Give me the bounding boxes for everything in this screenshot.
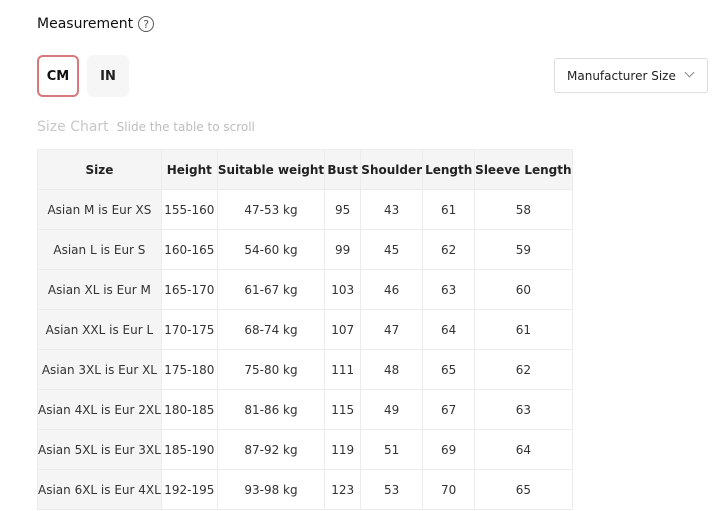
table-cell: 61-67 kg	[216, 269, 326, 310]
table-cell: 58	[474, 189, 573, 230]
table-cell: 51	[360, 429, 424, 470]
column-header: Size	[37, 149, 162, 190]
table-cell: 115	[324, 389, 362, 430]
table-cell: 93-98 kg	[216, 469, 326, 510]
table-cell: 155-160	[160, 189, 218, 230]
table-cell: 123	[324, 469, 362, 510]
unit-in-button[interactable]: IN	[87, 55, 129, 97]
size-type-value: Manufacturer Size	[567, 68, 676, 83]
table-cell: 103	[324, 269, 362, 310]
size-cell: Asian 5XL is Eur 3XL	[37, 429, 162, 470]
size-cell: Asian XL is Eur M	[37, 269, 162, 310]
column-header: Height	[160, 149, 218, 190]
table-cell: 119	[324, 429, 362, 470]
table-row: Asian M is Eur XS 155-160 47-53 kg 95 43 61 58	[37, 189, 573, 230]
size-cell: Asian M is Eur XS	[37, 189, 162, 230]
table-cell: 192-195	[160, 469, 218, 510]
table-cell: 60	[474, 269, 573, 310]
table-cell: 87-92 kg	[216, 429, 326, 470]
table-cell: 62	[422, 229, 476, 270]
table-cell: 75-80 kg	[216, 349, 326, 390]
size-cell: Asian 6XL is Eur 4XL	[37, 469, 162, 510]
table-cell: 99	[324, 229, 362, 270]
table-cell: 46	[360, 269, 424, 310]
table-header-row: Size Height Suitable weight Bust Shoulder Len…	[37, 149, 573, 190]
size-chart-heading: Size Chart Slide the table to scroll	[37, 119, 255, 135]
unit-cm-button[interactable]: CM	[37, 55, 79, 97]
measurement-title: Measurement ?	[37, 16, 155, 32]
table-cell: 53	[360, 469, 424, 510]
table-row: Asian 3XL is Eur XL 175-180 75-80 kg 111 48 6…	[37, 349, 573, 390]
table-cell: 175-180	[160, 349, 218, 390]
size-table[interactable]: Size Height Suitable weight Bust Shoulder Len…	[37, 149, 573, 510]
table-cell: 65	[422, 349, 476, 390]
column-header: Shoulder	[360, 149, 424, 190]
table-cell: 43	[360, 189, 424, 230]
table-cell: 95	[324, 189, 362, 230]
table-cell: 63	[474, 389, 573, 430]
table-cell: 68-74 kg	[216, 309, 326, 350]
table-cell: 59	[474, 229, 573, 270]
table-cell: 61	[474, 309, 573, 350]
question-circle-icon[interactable]: ?	[138, 16, 155, 32]
column-header: Length	[422, 149, 476, 190]
measurement-label: Measurement	[37, 16, 134, 32]
table-cell: 47	[360, 309, 424, 350]
table-row: Asian 4XL is Eur 2XL 180-185 81-86 kg 115 49…	[37, 389, 573, 430]
table-cell: 180-185	[160, 389, 218, 430]
table-cell: 185-190	[160, 429, 218, 470]
table-cell: 63	[422, 269, 476, 310]
table-cell: 65	[474, 469, 573, 510]
table-cell: 67	[422, 389, 476, 430]
size-type-select[interactable]: Manufacturer Size	[554, 58, 708, 93]
table-row: Asian XL is Eur M 165-170 61-67 kg 103 46 63 6…	[37, 269, 573, 310]
table-cell: 45	[360, 229, 424, 270]
table-cell: 69	[422, 429, 476, 470]
table-cell: 61	[422, 189, 476, 230]
table-cell: 47-53 kg	[216, 189, 326, 230]
table-cell: 64	[422, 309, 476, 350]
chevron-down-icon	[684, 67, 695, 78]
table-cell: 62	[474, 349, 573, 390]
table-cell: 170-175	[160, 309, 218, 350]
size-cell: Asian L is Eur S	[37, 229, 162, 270]
table-cell: 48	[360, 349, 424, 390]
table-cell: 165-170	[160, 269, 218, 310]
size-chart-title: Size Chart	[37, 119, 109, 135]
table-row: Asian 6XL is Eur 4XL 192-195 93-98 kg 123 53…	[37, 469, 573, 510]
column-header: Suitable weight	[216, 149, 326, 190]
size-cell: Asian 3XL is Eur XL	[37, 349, 162, 390]
table-row: Asian L is Eur S 160-165 54-60 kg 99 45 62 59	[37, 229, 573, 270]
size-chart-hint: Slide the table to scroll	[116, 120, 255, 134]
table-cell: 160-165	[160, 229, 218, 270]
table-cell: 54-60 kg	[216, 229, 326, 270]
size-cell: Asian 4XL is Eur 2XL	[37, 389, 162, 430]
table-cell: 49	[360, 389, 424, 430]
table-row: Asian 5XL is Eur 3XL 185-190 87-92 kg 119 51…	[37, 429, 573, 470]
table-cell: 111	[324, 349, 362, 390]
table-cell: 81-86 kg	[216, 389, 326, 430]
table-cell: 64	[474, 429, 573, 470]
table-cell: 107	[324, 309, 362, 350]
table-cell: 70	[422, 469, 476, 510]
column-header: Sleeve Length	[474, 149, 573, 190]
column-header: Bust	[324, 149, 362, 190]
table-row: Asian XXL is Eur L 170-175 68-74 kg 107 47 64…	[37, 309, 573, 350]
size-cell: Asian XXL is Eur L	[37, 309, 162, 350]
